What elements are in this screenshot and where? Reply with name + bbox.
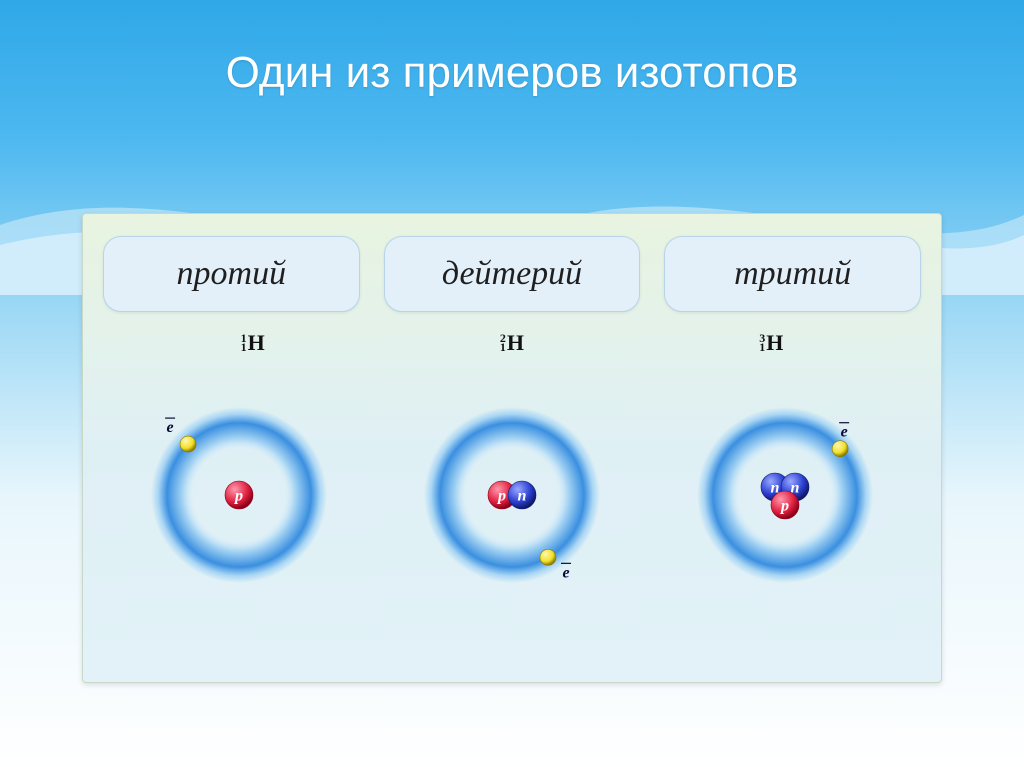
svg-text:e: e bbox=[840, 424, 847, 441]
isotope-symbols-row: 11H 21H 31H bbox=[83, 330, 941, 356]
atomic-number: 1 bbox=[759, 340, 765, 354]
svg-text:p: p bbox=[779, 498, 789, 515]
atom-tritium: nnpe bbox=[648, 370, 921, 620]
element-symbol: H bbox=[248, 330, 265, 356]
element-symbol: H bbox=[766, 330, 783, 356]
isotope-label-tritium: тритий bbox=[664, 236, 921, 312]
isotope-label-deuterium: дейтерий bbox=[384, 236, 641, 312]
svg-text:p: p bbox=[496, 488, 506, 505]
diagram-panel: протий дейтерий тритий 11H 21H 31H pe pn… bbox=[82, 213, 942, 683]
atom-deuterium: pn e bbox=[376, 370, 649, 620]
symbol-tritium: 31H bbox=[642, 330, 901, 356]
atomic-number: 1 bbox=[500, 340, 506, 354]
symbol-protium: 11H bbox=[123, 330, 382, 356]
atomic-number: 1 bbox=[241, 340, 247, 354]
atom-protium: pe bbox=[103, 370, 376, 620]
svg-text:p: p bbox=[233, 488, 243, 505]
isotope-labels-row: протий дейтерий тритий bbox=[83, 214, 941, 312]
symbol-deuterium: 21H bbox=[382, 330, 641, 356]
isotope-label-protium: протий bbox=[103, 236, 360, 312]
atom-diagrams-row: pe pne nnpe bbox=[83, 370, 941, 620]
svg-text:n: n bbox=[518, 488, 527, 505]
svg-text:e: e bbox=[167, 419, 174, 436]
svg-text:e: e bbox=[562, 564, 569, 581]
slide-title: Один из примеров изотопов bbox=[226, 48, 799, 98]
element-symbol: H bbox=[507, 330, 524, 356]
slide: Один из примеров изотопов протий дейтери… bbox=[0, 0, 1024, 767]
